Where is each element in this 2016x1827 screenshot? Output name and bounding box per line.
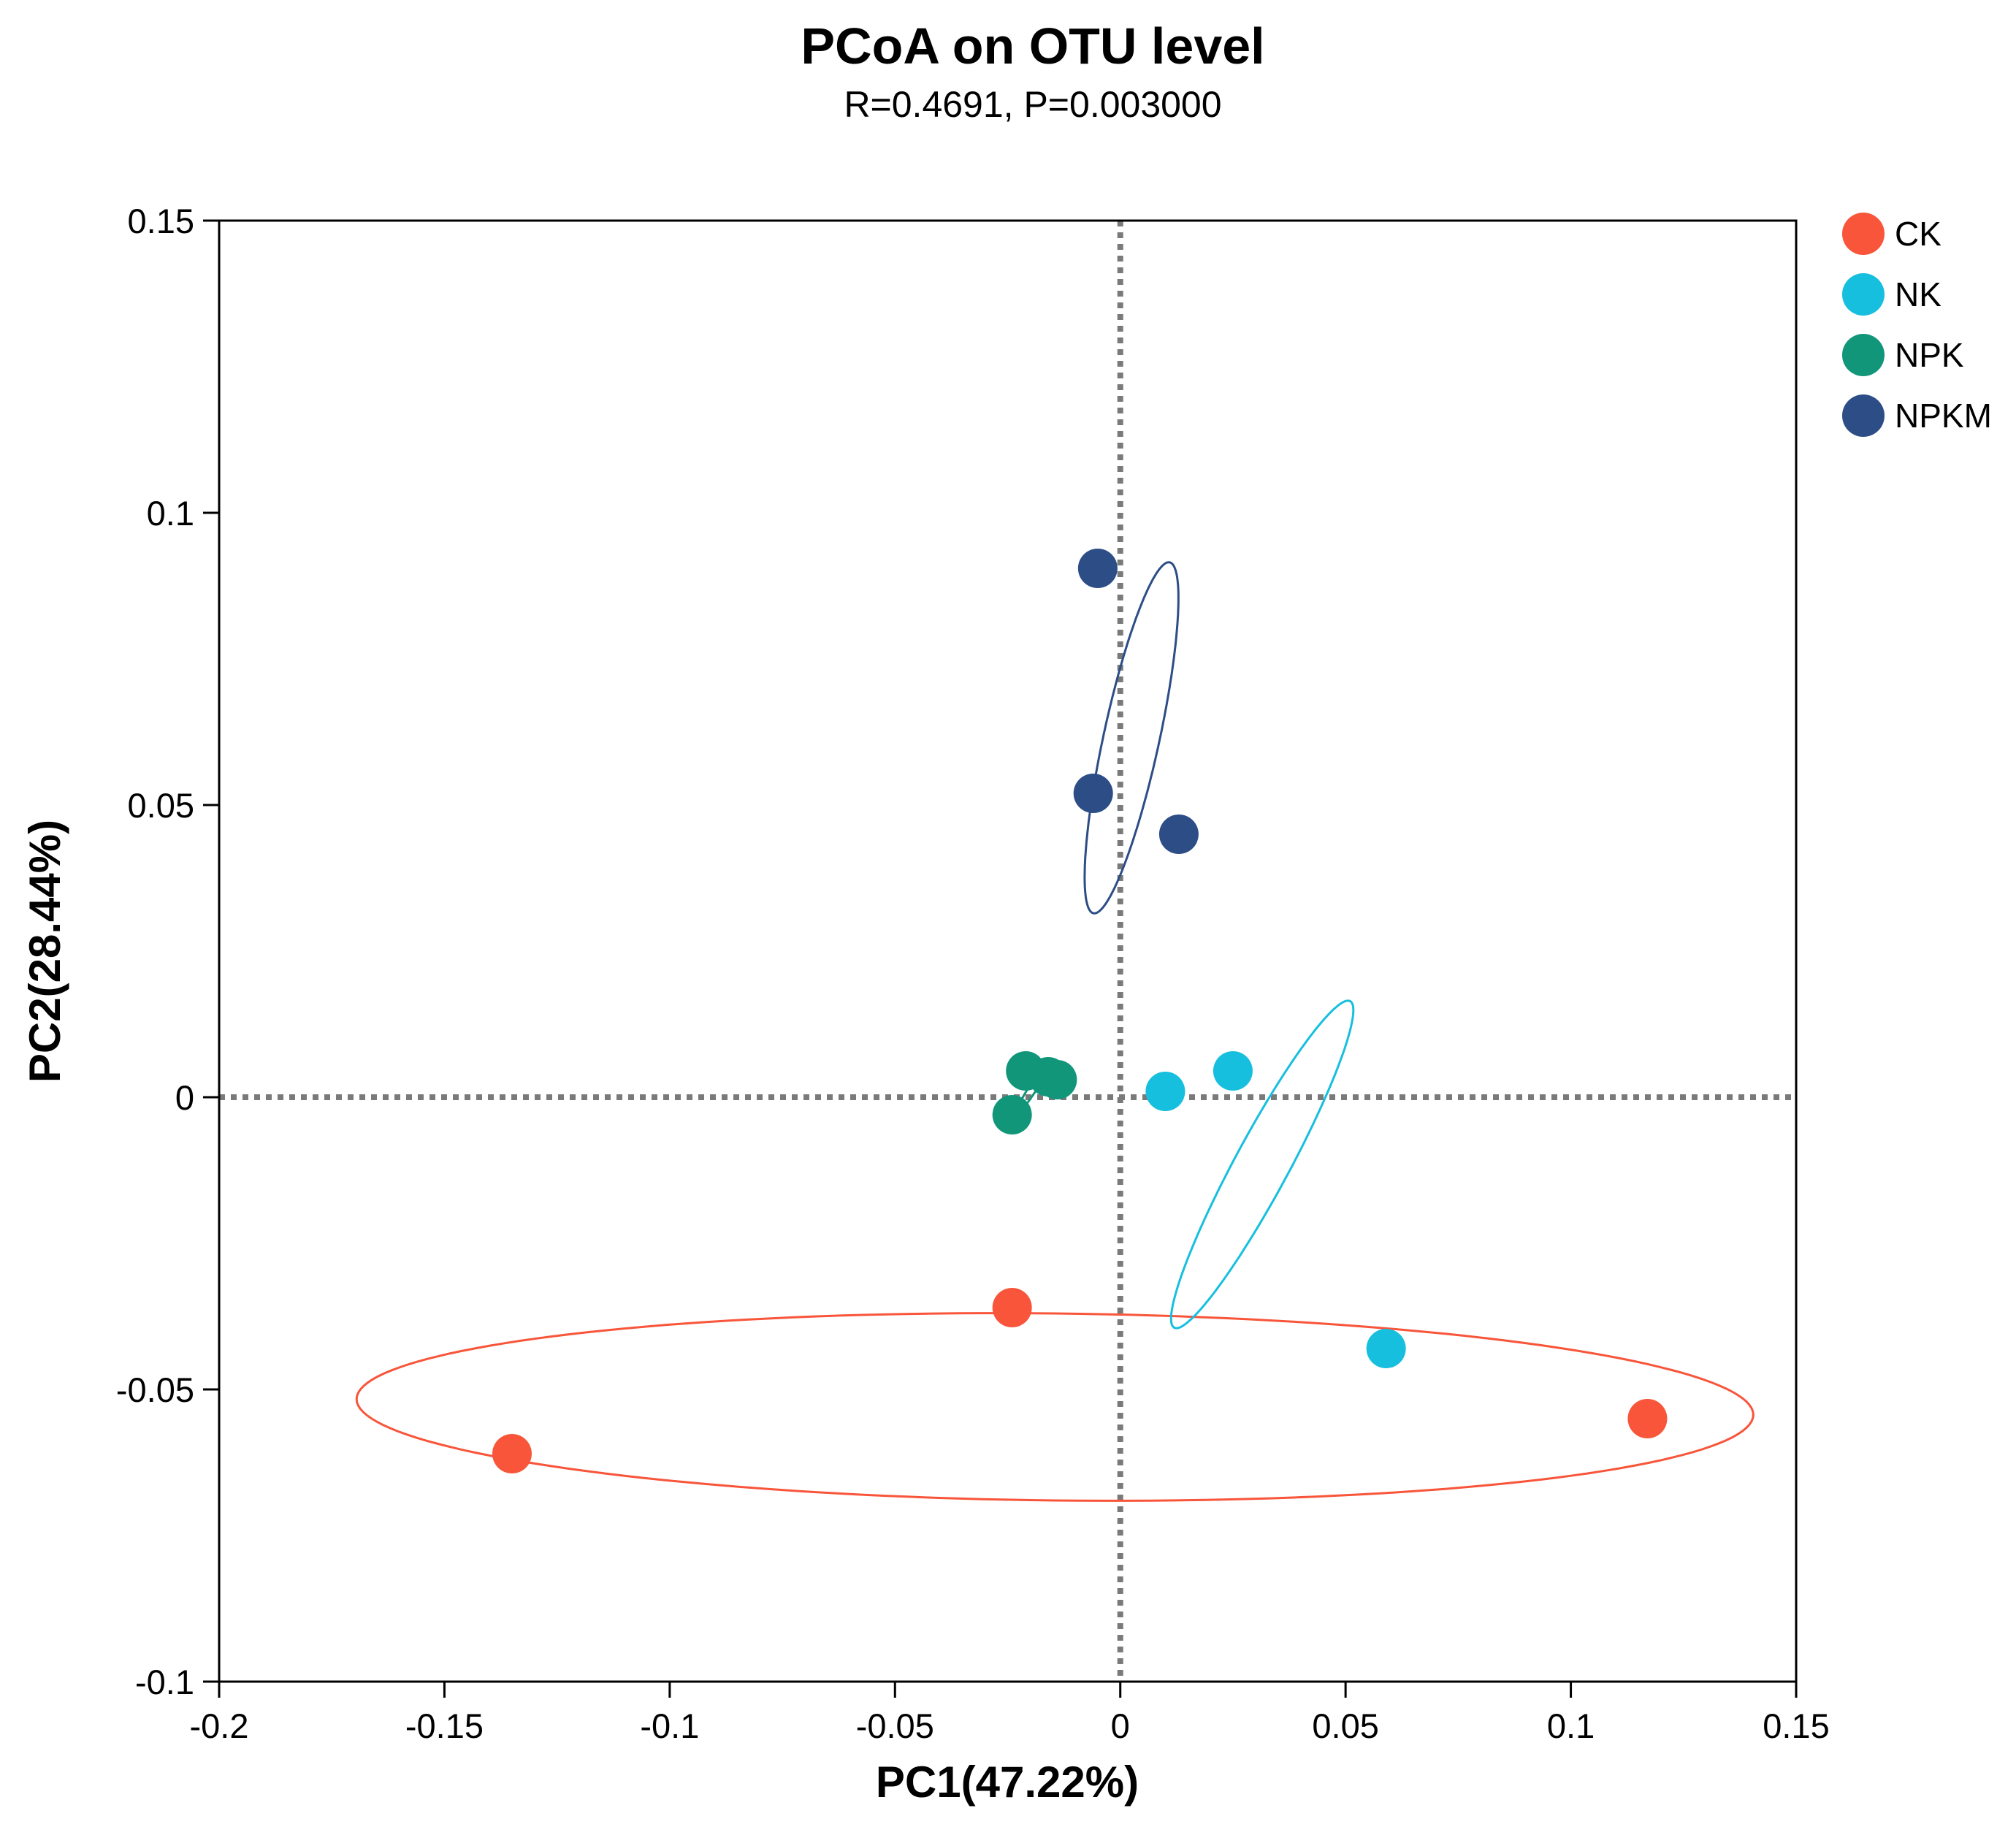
- point-npkm-1: [1077, 549, 1118, 588]
- x-tick-label: 0.15: [1763, 1706, 1829, 1745]
- reference-lines: [219, 221, 1796, 1682]
- point-ck-3: [1627, 1399, 1668, 1438]
- y-tick-label: 0.15: [128, 202, 194, 240]
- legend-marker-ck: [1842, 213, 1885, 255]
- y-tick-label: 0.1: [147, 494, 194, 533]
- legend-label-ck: CK: [1895, 215, 1941, 253]
- chart-subtitle: R=0.4691, P=0.003000: [844, 84, 1221, 125]
- ellipse-ck: [355, 1312, 1755, 1502]
- point-nk-2: [1213, 1051, 1253, 1091]
- x-tick-label: 0.05: [1312, 1706, 1378, 1745]
- point-npkm-3: [1158, 815, 1199, 854]
- chart-title: PCoA on OTU level: [801, 18, 1264, 75]
- x-tick-label: -0.2: [190, 1706, 249, 1745]
- data-points: [492, 549, 1668, 1473]
- x-axis-ticks: -0.2 -0.15 -0.1 -0.05 0 0.05 0.1 0.15: [190, 1682, 1830, 1745]
- legend-marker-nk: [1842, 273, 1885, 316]
- ellipse-nk: [1169, 999, 1355, 1330]
- legend-label-npkm: NPKM: [1895, 397, 1992, 435]
- x-tick-label: 0.1: [1547, 1706, 1595, 1745]
- plot-frame: [218, 219, 1798, 1683]
- y-tick-label: -0.05: [116, 1370, 194, 1409]
- point-npk-4: [992, 1095, 1032, 1134]
- confidence-ellipses: [355, 561, 1755, 1502]
- point-npkm-2: [1073, 774, 1113, 813]
- legend-label-npk: NPK: [1895, 336, 1964, 374]
- y-axis-label: PC2(28.44%): [20, 820, 69, 1083]
- x-axis-label: PC1(47.22%): [876, 1758, 1139, 1807]
- legend-label-nk: NK: [1895, 275, 1941, 313]
- y-tick-label: 0.05: [128, 786, 194, 825]
- y-tick-label: -0.1: [135, 1663, 194, 1701]
- point-ck-2: [992, 1288, 1032, 1327]
- x-tick-label: -0.05: [856, 1706, 934, 1745]
- x-tick-label: 0: [1111, 1706, 1130, 1745]
- point-ck-1: [492, 1434, 532, 1473]
- point-nk-3: [1366, 1329, 1406, 1368]
- point-nk-1: [1145, 1072, 1185, 1111]
- point-npk-3: [1037, 1060, 1077, 1099]
- legend: CK NK NPK NPKM: [1842, 213, 1992, 437]
- y-tick-label: 0: [175, 1078, 194, 1117]
- ellipse-npkm: [1083, 561, 1180, 915]
- x-tick-label: -0.1: [640, 1706, 699, 1745]
- legend-marker-npkm: [1842, 394, 1885, 437]
- y-axis-ticks: -0.1 -0.05 0 0.05 0.1 0.15: [116, 202, 219, 1701]
- x-tick-label: -0.15: [405, 1706, 484, 1745]
- legend-marker-npk: [1842, 334, 1885, 376]
